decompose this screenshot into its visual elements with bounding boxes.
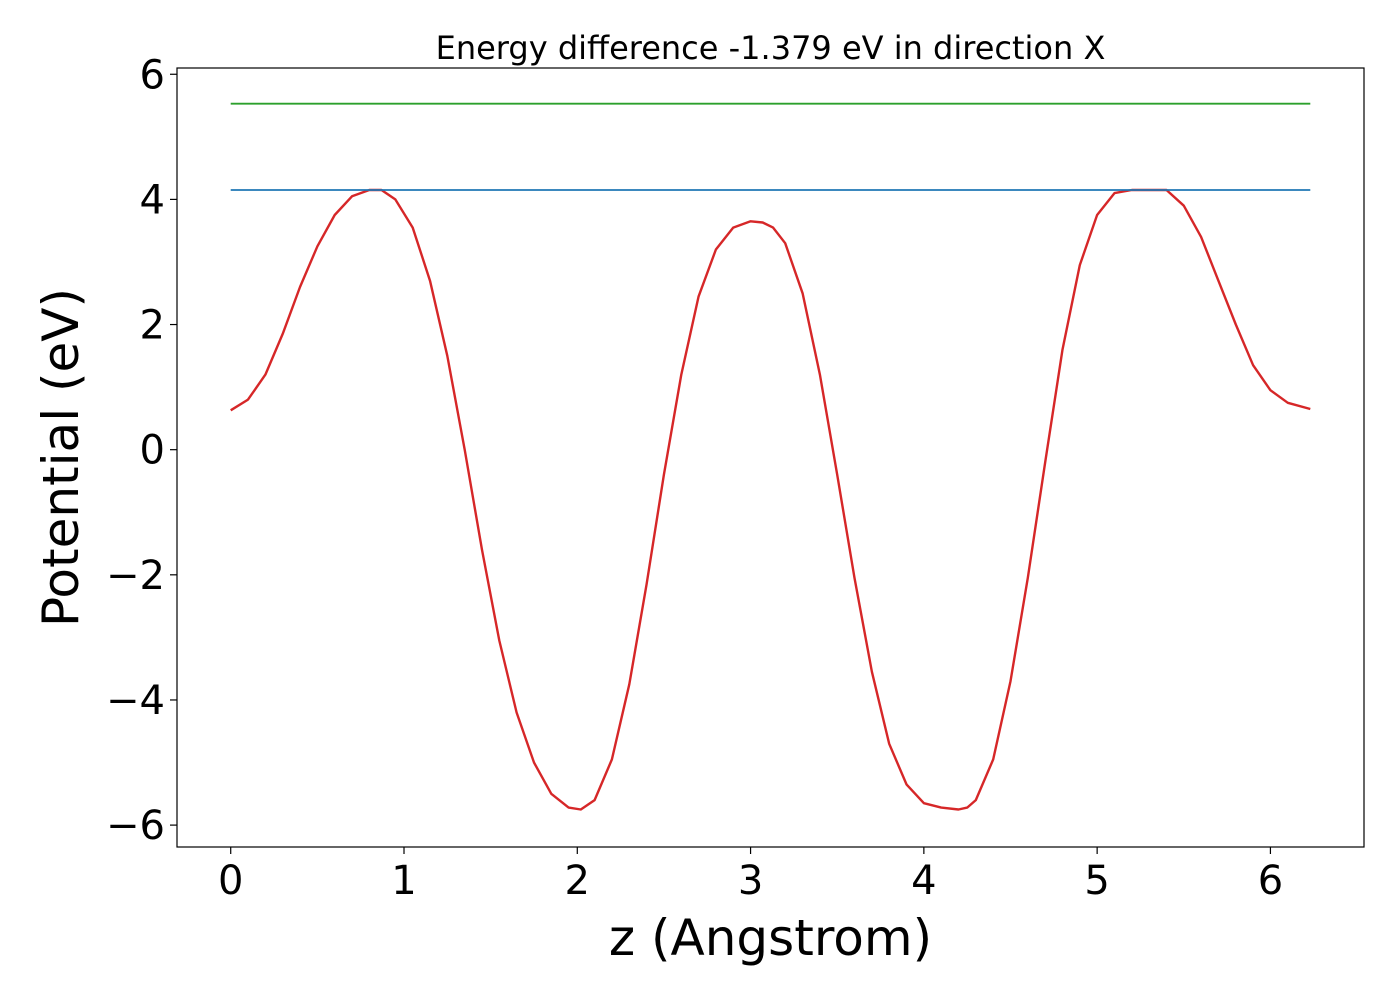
x-tick-label: 2 xyxy=(565,858,590,904)
x-tick-label: 3 xyxy=(738,858,763,904)
x-tick-label: 4 xyxy=(911,858,936,904)
x-tick-label: 6 xyxy=(1258,858,1283,904)
y-tick-label: 0 xyxy=(140,428,165,474)
x-tick-label: 5 xyxy=(1084,858,1109,904)
y-tick-label: −6 xyxy=(106,803,165,849)
x-tick-label: 0 xyxy=(218,858,243,904)
y-axis-label: Potential (eV) xyxy=(32,288,90,627)
series-line-0 xyxy=(230,188,1311,811)
y-tick-label: 2 xyxy=(140,303,165,349)
x-axis-label: z (Angstrom) xyxy=(609,909,932,967)
chart-title: Energy difference -1.379 eV in direction… xyxy=(436,29,1106,67)
x-axis-ticks: 0 1 2 3 4 5 6 xyxy=(218,847,1283,904)
y-axis-ticks: −6 −4 −2 0 2 4 6 xyxy=(106,52,177,849)
y-tick-label: −4 xyxy=(106,678,165,724)
plot-frame xyxy=(176,67,1365,848)
series-layer xyxy=(230,102,1311,811)
y-tick-label: 4 xyxy=(140,177,165,223)
y-tick-label: 6 xyxy=(140,52,165,98)
x-tick-label: 1 xyxy=(391,858,416,904)
y-tick-label: −2 xyxy=(106,553,165,599)
